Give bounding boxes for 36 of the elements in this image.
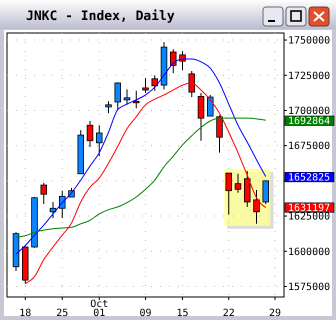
chart-title: JNKC - Index, Daily bbox=[26, 9, 175, 24]
candlestick bbox=[170, 48, 177, 74]
candlestick bbox=[206, 94, 214, 117]
candlestick bbox=[50, 201, 56, 219]
y-tick-label: 1600000 bbox=[288, 246, 330, 258]
text: 1652825 bbox=[288, 172, 330, 184]
y-tick-label: 1725000 bbox=[288, 70, 330, 82]
candlestick bbox=[86, 120, 94, 148]
candlestick bbox=[40, 182, 48, 205]
candlestick bbox=[262, 180, 270, 205]
candlestick bbox=[244, 170, 251, 208]
y-tick-label: 1675000 bbox=[288, 141, 330, 152]
candlestick bbox=[124, 88, 130, 106]
x-tick-label: 22 bbox=[222, 308, 235, 319]
x-tick-label: Oct 01 bbox=[90, 299, 108, 319]
candlestick bbox=[225, 172, 232, 216]
candlestick bbox=[105, 100, 112, 114]
candlestick bbox=[216, 114, 223, 154]
candlestick bbox=[234, 173, 242, 194]
candlestick bbox=[151, 74, 158, 92]
candlestick bbox=[198, 92, 204, 142]
y-tick-label: 1575000 bbox=[288, 282, 330, 294]
x-tick-label: 29 bbox=[268, 308, 282, 319]
x-tick-label: 15 bbox=[176, 308, 189, 319]
x-tick-label: 09 bbox=[139, 308, 152, 319]
y-tick-label: 1700000 bbox=[288, 106, 330, 118]
candlestick bbox=[114, 82, 122, 110]
y-tick-label: 1750000 bbox=[288, 36, 330, 47]
text: 1692864 bbox=[288, 116, 330, 128]
y-tick-label: 1625000 bbox=[288, 212, 330, 223]
candlestick bbox=[96, 124, 103, 157]
x-tick-label: 25 bbox=[56, 308, 68, 319]
x-tick-label: 18 bbox=[19, 308, 32, 319]
text: 1631197 bbox=[288, 202, 330, 214]
candlestick bbox=[142, 78, 149, 94]
candlestick bbox=[253, 189, 260, 224]
